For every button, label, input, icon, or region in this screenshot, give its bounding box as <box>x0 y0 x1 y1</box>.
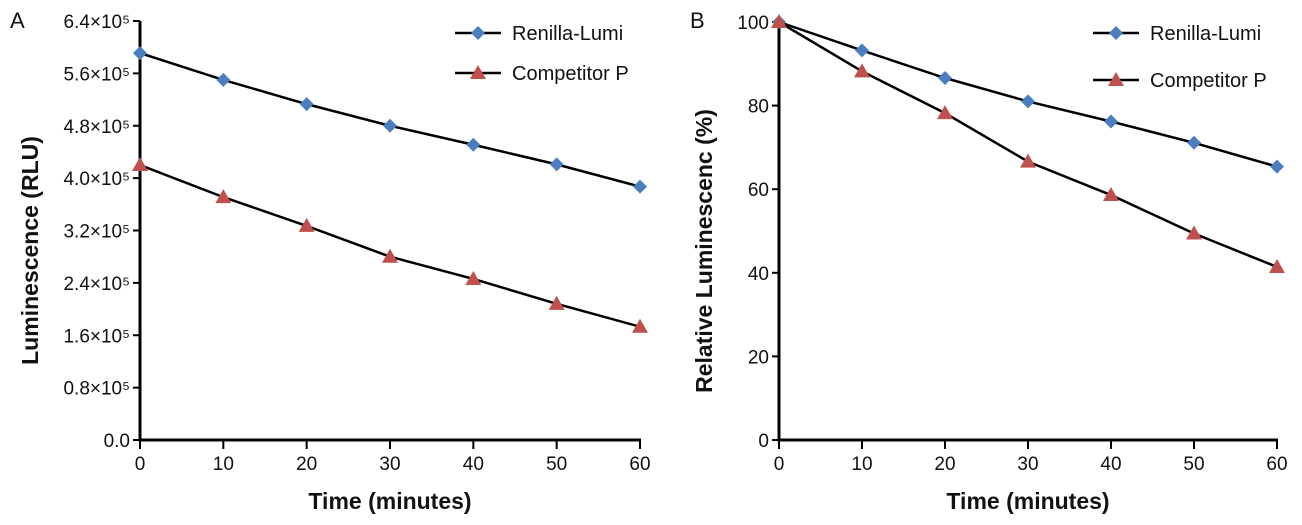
data-point <box>937 105 953 120</box>
x-tick-label: 40 <box>1100 454 1121 475</box>
data-point <box>132 157 148 172</box>
y-tick-label: 100 <box>737 13 769 34</box>
y-tick-label: 6.4×10⁵ <box>63 12 130 33</box>
x-tick-label: 50 <box>1183 454 1204 475</box>
series-competitor-p <box>771 14 1285 273</box>
x-tick-label: 10 <box>851 454 872 475</box>
data-point <box>633 179 647 194</box>
y-axis-title: Relative Luminescenc (%) <box>691 109 717 393</box>
diamond-marker-icon <box>1109 26 1123 40</box>
legend-label: Renilla-Lumi <box>1150 23 1261 45</box>
panel-a: A 0.0 0.8×10⁵ 1.6×10⁵ 2.4×10⁵ 3.2×10⁵ 4.0×10⁵ 4… <box>10 8 651 514</box>
data-point <box>216 72 231 87</box>
y-tick-label: 0.8×10⁵ <box>63 379 130 400</box>
data-point <box>855 43 869 58</box>
y-tick-label: 1.6×10⁵ <box>63 326 130 347</box>
legend-label: Competitor P <box>1150 70 1267 92</box>
data-point <box>1104 114 1118 129</box>
data-point <box>548 295 565 310</box>
panel-b: B 0 20 40 60 80 100 0 10 20 30 40 50 60 Time (minutes)… <box>690 8 1288 514</box>
data-point <box>299 97 314 112</box>
data-point <box>1020 153 1036 168</box>
y-tick-label: 0 <box>758 431 769 452</box>
data-point <box>1021 94 1035 109</box>
y-tick-label: 60 <box>748 180 769 201</box>
legend-label: Competitor P <box>512 63 629 85</box>
x-tick-label: 20 <box>934 454 955 475</box>
triangle-marker-icon <box>1108 72 1124 86</box>
y-tick-label: 3.2×10⁵ <box>63 222 130 243</box>
data-point <box>383 118 397 133</box>
data-point <box>938 71 952 86</box>
x-tick-label: 30 <box>1017 454 1038 475</box>
diamond-marker-icon <box>471 26 485 40</box>
y-tick-label: 20 <box>748 347 769 368</box>
y-tick-label: 40 <box>748 264 769 285</box>
x-tick-label: 40 <box>463 454 484 475</box>
data-point <box>215 189 232 204</box>
triangle-marker-icon <box>470 65 486 79</box>
x-tick-label: 50 <box>546 454 567 475</box>
panel-label: A <box>10 8 25 33</box>
data-point <box>854 63 870 78</box>
data-point <box>465 270 482 285</box>
x-axis-title: Time (minutes) <box>308 488 471 514</box>
y-tick-label: 4.0×10⁵ <box>63 169 130 190</box>
x-tick-label: 0 <box>774 454 785 475</box>
series-competitor-p <box>132 157 648 333</box>
panel-label: B <box>690 8 705 33</box>
data-point <box>1269 258 1285 273</box>
legend-item: Competitor P <box>455 63 629 85</box>
data-point <box>1103 187 1119 202</box>
y-tick-label: 5.6×10⁵ <box>63 64 130 85</box>
y-axis-title: Luminescence (RLU) <box>17 136 43 365</box>
x-tick-label: 60 <box>1266 454 1287 475</box>
data-point <box>1187 135 1201 150</box>
y-tick-label: 0.0 <box>104 431 130 452</box>
y-tick-label: 2.4×10⁵ <box>63 274 130 295</box>
series-renilla-lumi <box>133 46 647 194</box>
data-point <box>382 248 398 263</box>
data-point <box>298 217 315 232</box>
data-point <box>133 46 147 61</box>
data-point <box>549 157 564 172</box>
x-tick-label: 20 <box>296 454 317 475</box>
series-line <box>139 163 641 328</box>
legend-item: Renilla-Lumi <box>1093 23 1261 45</box>
data-point <box>632 318 648 333</box>
x-tick-label: 10 <box>213 454 234 475</box>
x-tick-label: 30 <box>379 454 400 475</box>
y-tick-label: 4.8×10⁵ <box>63 117 130 138</box>
legend-item: Competitor P <box>1093 70 1267 92</box>
data-point <box>1186 225 1202 240</box>
data-point <box>771 14 787 28</box>
y-tick-label: 80 <box>748 97 769 118</box>
data-point <box>466 137 481 152</box>
legend-label: Renilla-Lumi <box>512 23 623 45</box>
legend-item: Renilla-Lumi <box>455 23 623 45</box>
x-tick-label: 0 <box>135 454 146 475</box>
x-tick-label: 60 <box>629 454 650 475</box>
series-renilla-lumi <box>772 15 1284 174</box>
data-point <box>1270 159 1284 174</box>
x-axis-title: Time (minutes) <box>946 488 1109 514</box>
